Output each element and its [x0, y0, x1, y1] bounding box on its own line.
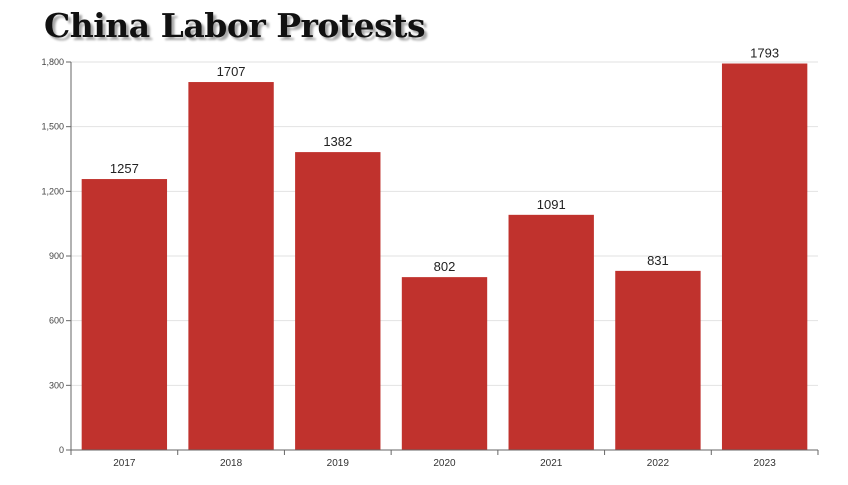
y-tick-label: 900 [49, 251, 64, 261]
x-axis: 2017 2018 2019 2020 2021 2022 2023 [70, 449, 819, 469]
data-label-2019: 1382 [323, 134, 352, 149]
bars [81, 63, 808, 451]
x-tick-label-2019: 2019 [327, 458, 350, 469]
bar-2019 [295, 152, 381, 450]
x-tick-label-2022: 2022 [647, 458, 670, 469]
y-tick-label: 1,800 [41, 57, 64, 67]
x-tick-label-2017: 2017 [113, 458, 136, 469]
data-label-2018: 1707 [217, 64, 246, 79]
y-tick-label: 300 [49, 380, 64, 390]
x-tick-label-2021: 2021 [540, 458, 563, 469]
bar-2022 [615, 270, 701, 450]
y-tick-label: 1,500 [41, 122, 64, 132]
data-label-2021: 1091 [537, 197, 566, 212]
data-label-2020: 802 [434, 259, 456, 274]
y-axis: 0 300 600 900 1,200 1,500 1,800 [41, 57, 72, 455]
x-tick-label-2018: 2018 [220, 458, 243, 469]
bar-2020 [401, 277, 488, 450]
data-label-2022: 831 [647, 253, 669, 268]
x-tick-label-2023: 2023 [754, 458, 777, 469]
y-tick-label: 600 [49, 316, 64, 326]
chart-title: China Labor Protests [44, 6, 426, 45]
bar-2021 [508, 214, 594, 450]
data-label-2017: 1257 [110, 161, 139, 176]
x-tick-label-2020: 2020 [433, 458, 456, 469]
data-label-2023: 1793 [750, 46, 779, 61]
y-tick-label: 1,200 [41, 186, 64, 196]
y-tick-label: 0 [59, 445, 64, 455]
bar-2018 [188, 82, 274, 451]
bar-2017 [81, 179, 168, 450]
data-labels: 1257 1707 1382 802 1091 831 1793 [110, 46, 779, 275]
bar-2023 [721, 63, 808, 451]
